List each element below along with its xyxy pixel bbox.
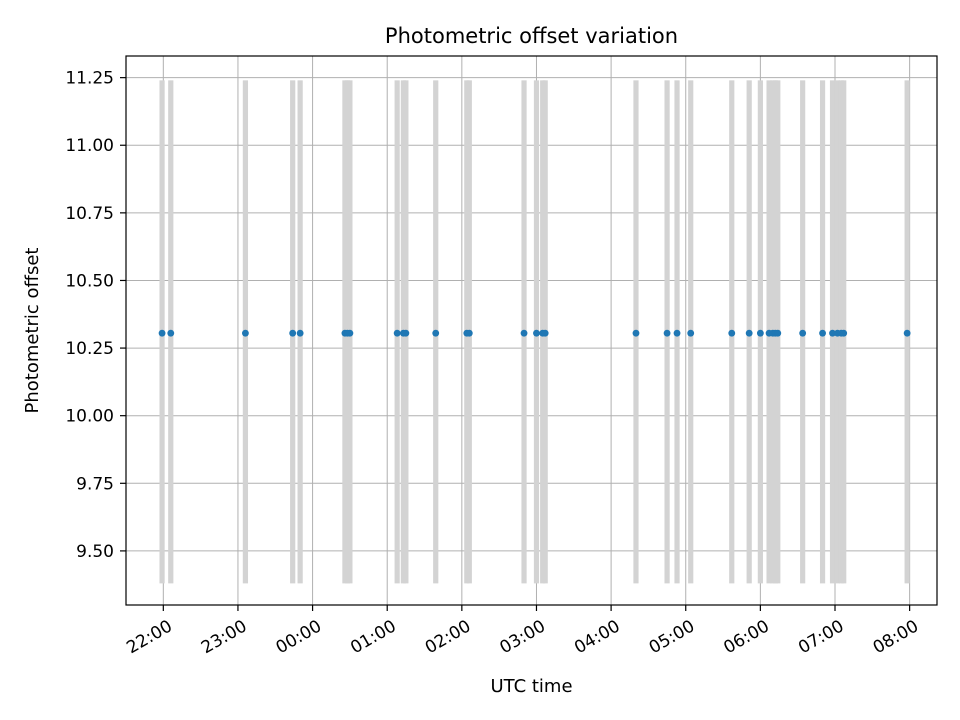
data-point <box>819 329 826 337</box>
data-point <box>393 329 401 337</box>
data-point <box>799 329 807 337</box>
data-point <box>158 329 166 337</box>
data-point <box>296 329 304 337</box>
y-tick-label: 10.75 <box>65 204 114 224</box>
data-point <box>840 329 848 337</box>
data-point <box>289 329 297 337</box>
x-axis-label: UTC time <box>490 676 572 697</box>
y-tick-label: 10.00 <box>65 407 114 427</box>
y-axis: 9.50 9.75 10.00 10.25 10.50 10.75 11.00 11.25 <box>65 69 126 562</box>
data-point <box>632 329 640 337</box>
data-point <box>346 329 354 337</box>
y-tick-label: 10.50 <box>65 271 114 291</box>
y-tick-label: 11.00 <box>65 136 114 156</box>
data-point <box>402 329 410 337</box>
data-point <box>465 329 473 337</box>
data-point <box>728 329 736 337</box>
data-point <box>663 329 671 337</box>
y-tick-label: 9.50 <box>76 542 114 562</box>
y-axis-label: Photometric offset <box>22 248 43 414</box>
data-point <box>687 329 695 337</box>
data-point <box>756 329 764 337</box>
plot-frame <box>125 55 938 606</box>
data-point <box>242 329 249 337</box>
y-tick-label: 9.75 <box>76 474 114 494</box>
data-point <box>520 329 528 337</box>
chart-title: Photometric offset variation <box>385 24 678 48</box>
data-point <box>774 329 782 337</box>
data-point <box>673 329 681 337</box>
data-point <box>903 329 911 337</box>
data-point <box>533 329 540 337</box>
y-tick-label: 10.25 <box>65 339 114 359</box>
point-group <box>158 329 911 337</box>
y-tick-label: 11.25 <box>65 69 114 89</box>
data-point <box>432 329 440 337</box>
data-point <box>541 329 549 337</box>
data-point <box>829 329 836 337</box>
data-point <box>745 329 753 337</box>
data-point <box>167 329 175 337</box>
